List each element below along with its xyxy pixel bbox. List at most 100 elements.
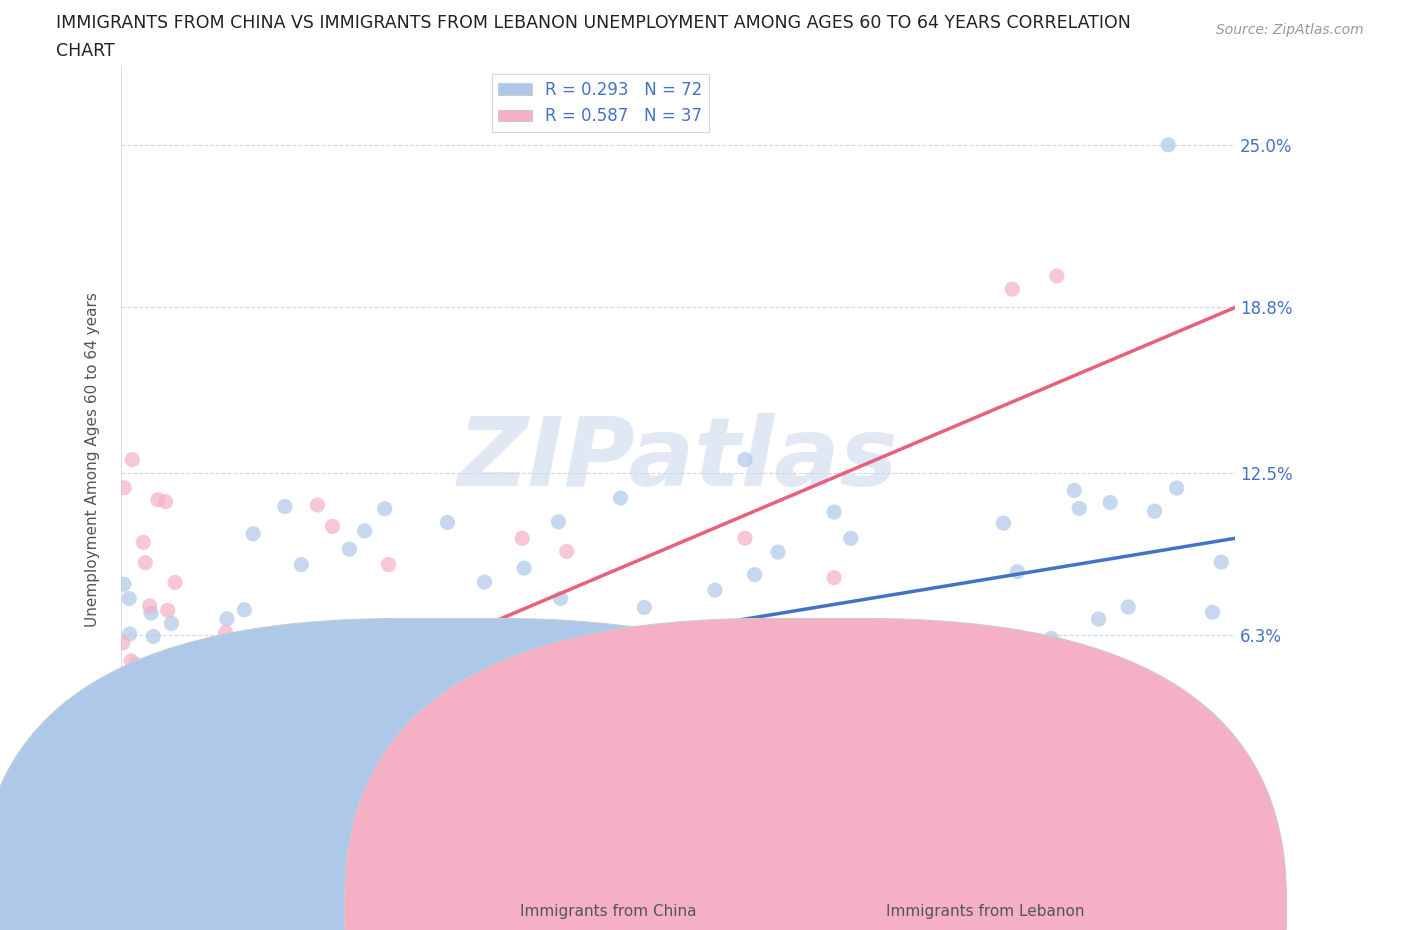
Point [823,570,845,585]
Point [766,545,789,560]
Point [121,452,143,467]
Point [118,627,141,642]
Text: CHART: CHART [56,42,115,60]
Point [609,491,631,506]
Point [120,654,142,669]
Point [307,498,329,512]
Point [134,671,156,685]
Point [121,760,143,775]
Point [145,710,167,724]
Point [734,452,756,467]
Point [380,676,402,691]
Point [734,647,756,662]
Point [697,646,720,661]
Point [125,658,148,672]
Point [704,583,727,598]
Point [1069,501,1091,516]
Point [297,627,319,642]
Point [1040,631,1063,645]
Y-axis label: Unemployment Among Ages 60 to 64 years: Unemployment Among Ages 60 to 64 years [86,292,100,627]
Point [186,646,208,661]
Point [553,661,575,676]
Point [242,526,264,541]
Point [353,524,375,538]
Point [337,541,360,556]
Point [166,690,188,705]
Point [377,557,399,572]
Point [112,682,135,697]
Point [823,505,845,520]
Point [160,616,183,631]
Point [146,492,169,507]
Point [172,677,194,692]
Point [118,591,141,606]
Point [290,557,312,572]
Point [149,716,172,731]
Point [1116,600,1139,615]
Point [555,544,578,559]
Point [166,701,188,716]
Point [249,689,271,704]
Point [165,575,187,590]
Point [159,724,181,738]
Point [1157,138,1180,153]
Point [321,519,343,534]
Point [274,499,297,514]
Point [432,712,454,727]
Text: Immigrants from Lebanon: Immigrants from Lebanon [886,904,1084,919]
Point [434,621,457,636]
Point [510,531,533,546]
Point [165,729,187,744]
Point [219,689,242,704]
Legend: R = 0.293   N = 72, R = 0.587   N = 37: R = 0.293 N = 72, R = 0.587 N = 37 [492,74,709,132]
Point [233,603,256,618]
Point [1201,604,1223,619]
Point [1099,495,1122,510]
Point [550,591,572,606]
Point [129,680,152,695]
Point [1007,565,1029,579]
Point [215,611,238,626]
Point [142,629,165,644]
Point [513,561,536,576]
Point [138,599,160,614]
Point [194,766,217,781]
Point [179,666,201,681]
Point [993,516,1015,531]
Point [112,577,135,591]
Point [214,680,236,695]
Point [170,667,193,682]
Point [117,693,139,708]
Point [169,680,191,695]
Text: Immigrants from China: Immigrants from China [520,904,697,919]
Point [111,635,134,650]
Point [128,780,150,795]
Point [120,667,142,682]
Point [759,658,782,672]
Point [112,480,135,495]
Point [1143,504,1166,519]
Point [1001,282,1024,297]
Point [155,780,177,795]
Point [155,494,177,509]
Text: IMMIGRANTS FROM CHINA VS IMMIGRANTS FROM LEBANON UNEMPLOYMENT AMONG AGES 60 TO 6: IMMIGRANTS FROM CHINA VS IMMIGRANTS FROM… [56,14,1130,32]
Point [436,515,458,530]
Point [135,678,157,693]
Point [740,664,762,679]
Point [547,514,569,529]
Point [631,677,654,692]
Point [744,567,766,582]
Point [1067,656,1090,671]
Point [156,603,179,618]
Point [200,709,222,724]
Point [332,631,354,645]
Point [211,689,233,704]
Point [173,707,195,722]
Point [152,671,174,686]
Point [190,664,212,679]
Point [1063,483,1085,498]
Point [633,600,655,615]
Text: Source: ZipAtlas.com: Source: ZipAtlas.com [1216,23,1364,37]
Point [132,535,155,550]
Point [474,575,496,590]
